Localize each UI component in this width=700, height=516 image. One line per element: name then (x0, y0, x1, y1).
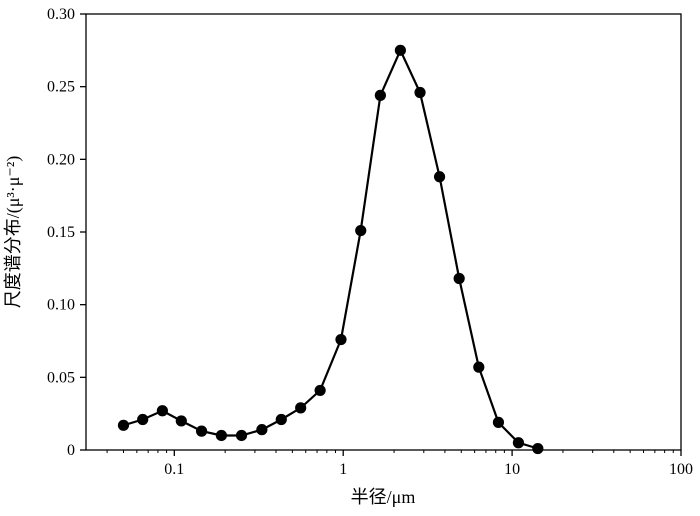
x-tick-label: 100 (669, 461, 693, 478)
data-point (175, 415, 187, 427)
x-tick-label: 10 (504, 461, 520, 478)
data-point (414, 86, 426, 99)
plot-frame (85, 13, 682, 451)
data-point (314, 384, 326, 397)
data-points (117, 44, 544, 455)
data-point (473, 361, 485, 373)
x-tick-label: 1 (339, 461, 347, 478)
data-point (275, 413, 287, 426)
data-point (453, 272, 465, 285)
y-tick-label: 0.25 (47, 79, 75, 96)
data-point (335, 333, 347, 346)
data-point (195, 425, 208, 437)
y-tick-label: 0.10 (47, 297, 75, 314)
data-point (117, 419, 130, 431)
data-point (256, 424, 268, 436)
series-line (123, 47, 539, 450)
y-tick-label: 0.20 (47, 151, 75, 168)
y-tick-label: 0.15 (47, 224, 75, 241)
y-tick-label: 0.05 (47, 369, 75, 386)
y-tick-label: 0 (67, 442, 75, 459)
data-point (374, 89, 386, 101)
y-axis-title: 尺度谱分布/(μ³·μ⁻²) (3, 156, 24, 309)
x-tick-label: 0.1 (164, 461, 184, 478)
x-axis-title: 半径/μm (351, 487, 416, 507)
data-point (355, 224, 367, 237)
data-point (532, 442, 544, 455)
x-axis-ticks: 0.1 1 10 100 (106, 450, 693, 478)
data-point (235, 429, 248, 442)
data-point (295, 402, 307, 414)
data-point (137, 413, 149, 426)
data-point (433, 171, 446, 183)
data-point (512, 437, 525, 449)
y-axis-ticks: 0 0.05 0.10 0.15 0.20 0.25 0.30 (47, 6, 86, 459)
data-point (394, 44, 406, 56)
data-point (215, 429, 227, 442)
data-point (156, 405, 168, 417)
data-point (492, 416, 505, 428)
y-tick-label: 0.30 (47, 6, 75, 23)
